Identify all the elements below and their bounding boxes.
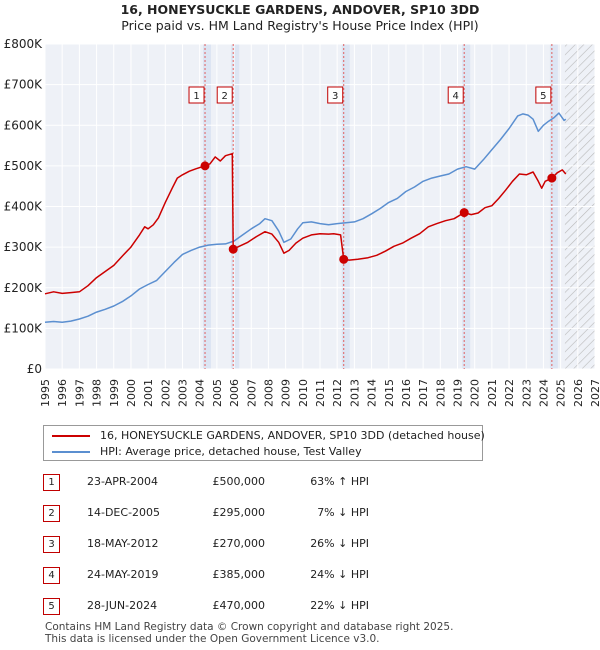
footer-copyright: Contains HM Land Registry data © Crown c… bbox=[45, 621, 454, 633]
legend-item-property: 16, HONEYSUCKLE GARDENS, ANDOVER, SP10 3… bbox=[52, 428, 485, 444]
x-tick-label: 2012 bbox=[331, 379, 344, 407]
sale-hpi-change: 24% ↓ HPI bbox=[310, 568, 369, 581]
sale-label-number: 1 bbox=[193, 91, 199, 102]
sale-date: 23-APR-2004 bbox=[87, 475, 159, 488]
y-tick-label: £0 bbox=[27, 362, 42, 376]
sale-price: £470,000 bbox=[212, 599, 266, 612]
x-tick-label: 2003 bbox=[177, 379, 190, 407]
table-row: 1 23-APR-2004 £500,000 63% ↑ HPI bbox=[43, 474, 483, 505]
sale-point bbox=[339, 254, 349, 264]
sale-number-badge: 2 bbox=[43, 505, 60, 522]
x-tick-label: 2024 bbox=[537, 379, 550, 407]
y-tick-label: £400K bbox=[4, 200, 44, 214]
sale-price: £295,000 bbox=[212, 506, 266, 519]
y-tick-label: £300K bbox=[4, 240, 44, 254]
sale-label-box bbox=[216, 86, 233, 104]
x-tick-label: 2008 bbox=[262, 379, 275, 407]
x-tick-label: 2011 bbox=[314, 379, 327, 407]
x-tick-label: 2016 bbox=[400, 379, 413, 407]
table-row: 2 14-DEC-2005 £295,000 7% ↓ HPI bbox=[43, 505, 483, 536]
sale-label-number: 2 bbox=[222, 91, 228, 102]
x-tick-label: 2001 bbox=[142, 379, 155, 407]
footer-license: This data is licensed under the Open Gov… bbox=[45, 633, 380, 645]
x-tick-label: 2019 bbox=[452, 379, 465, 407]
x-tick-label: 2022 bbox=[503, 379, 516, 407]
legend-label: 16, HONEYSUCKLE GARDENS, ANDOVER, SP10 3… bbox=[100, 429, 485, 442]
sale-date: 28-JUN-2024 bbox=[87, 599, 158, 612]
legend: 16, HONEYSUCKLE GARDENS, ANDOVER, SP10 3… bbox=[43, 425, 485, 461]
legend-label: HPI: Average price, detached house, Test… bbox=[100, 445, 362, 458]
chart-title: 16, HONEYSUCKLE GARDENS, ANDOVER, SP10 3… bbox=[120, 2, 480, 17]
y-tick-label: £700K bbox=[4, 78, 44, 92]
x-tick-label: 2010 bbox=[297, 379, 310, 407]
x-tick-label: 1998 bbox=[91, 379, 104, 407]
sale-hpi-change: 26% ↓ HPI bbox=[310, 537, 369, 550]
sale-date: 18-MAY-2012 bbox=[87, 537, 159, 550]
sale-point bbox=[200, 161, 210, 171]
x-tick-label: 2007 bbox=[245, 379, 258, 407]
chart-subtitle: Price paid vs. HM Land Registry's House … bbox=[121, 18, 479, 33]
sale-label-number: 4 bbox=[453, 91, 459, 102]
table-row: 4 24-MAY-2019 £385,000 24% ↓ HPI bbox=[43, 567, 483, 598]
property-price-line bbox=[44, 152, 567, 295]
x-tick-label: 2015 bbox=[383, 379, 396, 407]
sale-number-badge: 1 bbox=[43, 474, 60, 491]
x-tick-label: 2026 bbox=[572, 379, 585, 407]
x-tick-label: 2005 bbox=[211, 379, 224, 407]
x-tick-label: 2000 bbox=[125, 379, 138, 407]
sale-point bbox=[459, 208, 469, 218]
x-tick-label: 2002 bbox=[159, 379, 172, 407]
x-tick-label: 2017 bbox=[417, 379, 430, 407]
sale-number-badge: 4 bbox=[43, 567, 60, 584]
x-tick-label: 2006 bbox=[228, 379, 241, 407]
sales-table: 1 23-APR-2004 £500,000 63% ↑ HPI 2 14-DE… bbox=[43, 474, 483, 629]
sale-point bbox=[547, 173, 557, 183]
x-tick-label: 2027 bbox=[589, 379, 600, 407]
x-tick-label: 2021 bbox=[486, 379, 499, 407]
sale-label-number: 5 bbox=[540, 91, 546, 102]
sale-price: £385,000 bbox=[212, 568, 266, 581]
sale-date: 14-DEC-2005 bbox=[87, 506, 161, 519]
sale-label-box bbox=[447, 86, 464, 104]
sale-hpi-change: 63% ↑ HPI bbox=[310, 475, 369, 488]
legend-item-hpi: HPI: Average price, detached house, Test… bbox=[52, 444, 472, 460]
y-tick-label: £800K bbox=[4, 37, 44, 51]
x-tick-label: 2018 bbox=[434, 379, 447, 407]
y-tick-label: £600K bbox=[4, 118, 44, 132]
x-tick-label: 2025 bbox=[555, 379, 568, 407]
sale-hpi-change: 22% ↓ HPI bbox=[310, 599, 369, 612]
sale-date: 24-MAY-2019 bbox=[87, 568, 159, 581]
hpi-line bbox=[44, 112, 567, 324]
x-tick-label: 1995 bbox=[39, 379, 52, 407]
sale-label-box bbox=[188, 86, 205, 104]
x-tick-label: 2023 bbox=[520, 379, 533, 407]
sale-hpi-change: 7% ↓ HPI bbox=[317, 506, 369, 519]
table-row: 3 18-MAY-2012 £270,000 26% ↓ HPI bbox=[43, 536, 483, 567]
y-tick-label: £100K bbox=[4, 321, 44, 335]
x-tick-label: 1997 bbox=[73, 379, 86, 407]
sale-label-number: 3 bbox=[332, 91, 338, 102]
x-tick-label: 1996 bbox=[56, 379, 69, 407]
table-row: 5 28-JUN-2024 £470,000 22% ↓ HPI bbox=[43, 598, 483, 629]
price-chart: £0 £100K £200K £300K £400K £500K £600K £700K £80… bbox=[4, 37, 600, 407]
y-tick-label: £200K bbox=[4, 281, 44, 295]
sale-number-badge: 3 bbox=[43, 536, 60, 553]
sale-point bbox=[228, 244, 238, 254]
x-tick-label: 2020 bbox=[469, 379, 482, 407]
sale-price: £500,000 bbox=[212, 475, 266, 488]
legend-swatch-blue bbox=[52, 451, 90, 453]
x-tick-label: 1999 bbox=[108, 379, 121, 407]
x-tick-label: 2009 bbox=[280, 379, 293, 407]
footer: Contains HM Land Registry data © Crown c… bbox=[45, 621, 453, 645]
legend-swatch-red bbox=[52, 435, 90, 437]
x-tick-label: 2004 bbox=[194, 379, 207, 407]
sale-label-box bbox=[327, 86, 344, 104]
y-tick-label: £500K bbox=[4, 159, 44, 173]
sale-label-box bbox=[535, 86, 552, 104]
x-tick-label: 2014 bbox=[366, 379, 379, 407]
x-tick-label: 2013 bbox=[348, 379, 361, 407]
sale-number-badge: 5 bbox=[43, 598, 60, 615]
sale-price: £270,000 bbox=[212, 537, 266, 550]
